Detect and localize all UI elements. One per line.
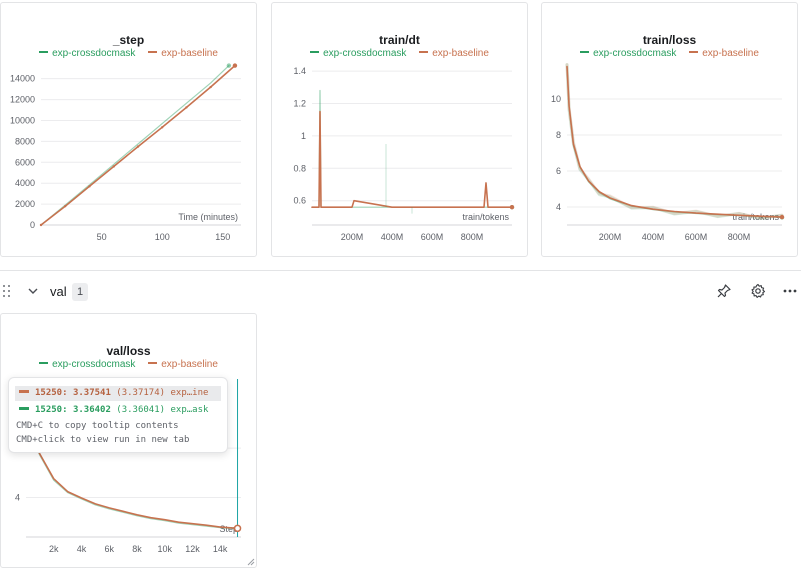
y-tick-label: 6 [556,166,561,176]
y-tick-label: 0.6 [293,196,306,206]
series-raw-exp-crossdocmask [565,63,784,220]
y-tick-label: 1.4 [293,66,306,76]
y-tick-label: 2000 [15,199,35,209]
series-line-exp-crossdocmask [28,432,239,530]
y-tick-label: 0 [30,220,35,230]
step-chart-plot[interactable]: 0 2000 4000 6000 8000 10000 12000 14000 50 100 150… [1,3,258,258]
x-tick-label: 6k [104,544,114,554]
legend-item-baseline[interactable]: exp-baseline [689,48,759,59]
x-tick-label: 800M [728,232,751,242]
series-line-exp-crossdocmask [311,89,513,208]
x-axis-label: Step [219,524,238,534]
section-divider [0,270,801,271]
chart-title: train/dt [379,33,420,47]
chart-panel-train-dt[interactable]: train/dt exp-crossdocmask exp-baseline 0… [271,2,528,257]
pin-icon[interactable] [716,283,732,299]
legend-item-crossdocmask[interactable]: exp-crossdocmask [580,48,676,59]
chart-panel-train-loss[interactable]: train/loss exp-crossdocmask exp-baseline… [541,2,798,257]
x-tick-label: 400M [642,232,665,242]
x-tick-label: 12k [185,544,200,554]
x-tick-label: 400M [381,232,404,242]
legend-item-baseline[interactable]: exp-baseline [148,359,218,370]
series-line-exp-crossdocmask [40,64,230,226]
x-tick-label: 600M [685,232,708,242]
y-tick-label: 10 [551,94,561,104]
y-tick-label: 4 [15,493,20,503]
legend-item-baseline[interactable]: exp-baseline [148,48,218,59]
val-loss-chart-plot[interactable]: 452k4k6k8k10k12k14kStep [1,314,258,569]
chevron-down-icon[interactable] [27,285,39,297]
y-tick-label: 1.2 [293,99,306,109]
x-tick-label: 100 [155,232,170,242]
y-tick-label: 4000 [15,178,35,188]
chart-title: train/loss [642,33,697,47]
chart-panel-step[interactable]: _step exp-crossdocmask exp-baseline 0 200… [0,2,257,257]
chart-title: val/loss [106,344,151,358]
series-point [185,106,188,109]
section-title[interactable]: val [50,284,67,299]
chart-legend: exp-crossdocmask exp-baseline [272,48,527,59]
x-tick-label: 2k [49,544,59,554]
series-raw-exp-baseline [565,63,784,220]
series-end-point [509,204,515,210]
y-tick-label: 8 [556,130,561,140]
series-end-point [232,63,238,68]
train-dt-chart-plot[interactable]: 0.6 0.8 1 1.2 1.4 200M 400M 600M 800M train/token… [272,3,529,258]
x-tick-label: 10k [157,544,172,554]
tooltip-note-copy: CMD+C to copy tooltip contents [16,421,179,431]
series-point [112,165,115,168]
series-line-exp-baseline [28,431,239,530]
chart-title: _step [112,33,145,47]
y-tick-label: 10000 [10,115,35,125]
x-tick-label: 200M [599,232,622,242]
tooltip-note-newtab: CMD+click to view run in new tab [16,435,190,445]
series-point [209,85,212,89]
x-tick-label: 150 [215,232,230,242]
legend-item-crossdocmask[interactable]: exp-crossdocmask [39,359,135,370]
section-count-badge: 1 [72,283,88,301]
y-tick-label: 4 [556,202,561,212]
x-axis-label: Time (minutes) [178,212,238,222]
series-point [88,185,91,188]
chart-legend: exp-crossdocmask exp-baseline [1,48,256,59]
series-point [64,204,67,208]
series-point [39,223,43,227]
x-tick-label: 4k [77,544,87,554]
chart-legend: exp-crossdocmask exp-baseline [542,48,797,59]
y-tick-label: 6000 [15,157,35,167]
tooltip-row-baseline[interactable]: 15250: 3.37541 (3.37174) exp…ine [15,386,221,401]
x-axis-label: train/tokens [732,212,779,222]
legend-item-crossdocmask[interactable]: exp-crossdocmask [39,48,135,59]
legend-item-crossdocmask[interactable]: exp-crossdocmask [310,48,406,59]
series-point [136,145,140,148]
section-header-val: val 1 [0,280,801,304]
chart-tooltip: 15250: 3.37541 (3.37174) exp…ine 15250: … [8,377,228,453]
x-tick-label: 8k [132,544,142,554]
x-tick-label: 200M [341,232,364,242]
gear-icon[interactable] [750,283,766,299]
y-tick-label: 0.8 [293,163,306,173]
y-tick-label: 8000 [15,136,35,146]
resize-handle-icon[interactable] [247,558,255,566]
chart-legend: exp-crossdocmask exp-baseline [1,359,256,370]
train-loss-chart-plot[interactable]: 4 6 8 10 200M 400M 600M 800M train/tokens [542,3,799,258]
y-tick-label: 1 [301,131,306,141]
x-tick-label: 800M [461,232,484,242]
x-axis-label: train/tokens [462,212,509,222]
series-line-exp-baseline [566,65,783,218]
y-tick-label: 12000 [10,95,35,105]
tooltip-row-crossdocmask[interactable]: 15250: 3.36402 (3.36041) exp…ask [15,403,221,418]
y-tick-label: 14000 [10,74,35,84]
drag-handle-icon[interactable] [3,285,13,297]
hover-point [233,524,242,533]
x-tick-label: 50 [97,232,107,242]
x-tick-label: 14k [213,544,228,554]
series-line-exp-baseline [311,110,513,208]
legend-item-baseline[interactable]: exp-baseline [419,48,489,59]
x-tick-label: 600M [421,232,444,242]
series-end-point [226,63,232,68]
series-point [161,126,164,129]
more-icon[interactable] [782,283,798,299]
series-end-point [779,214,785,220]
